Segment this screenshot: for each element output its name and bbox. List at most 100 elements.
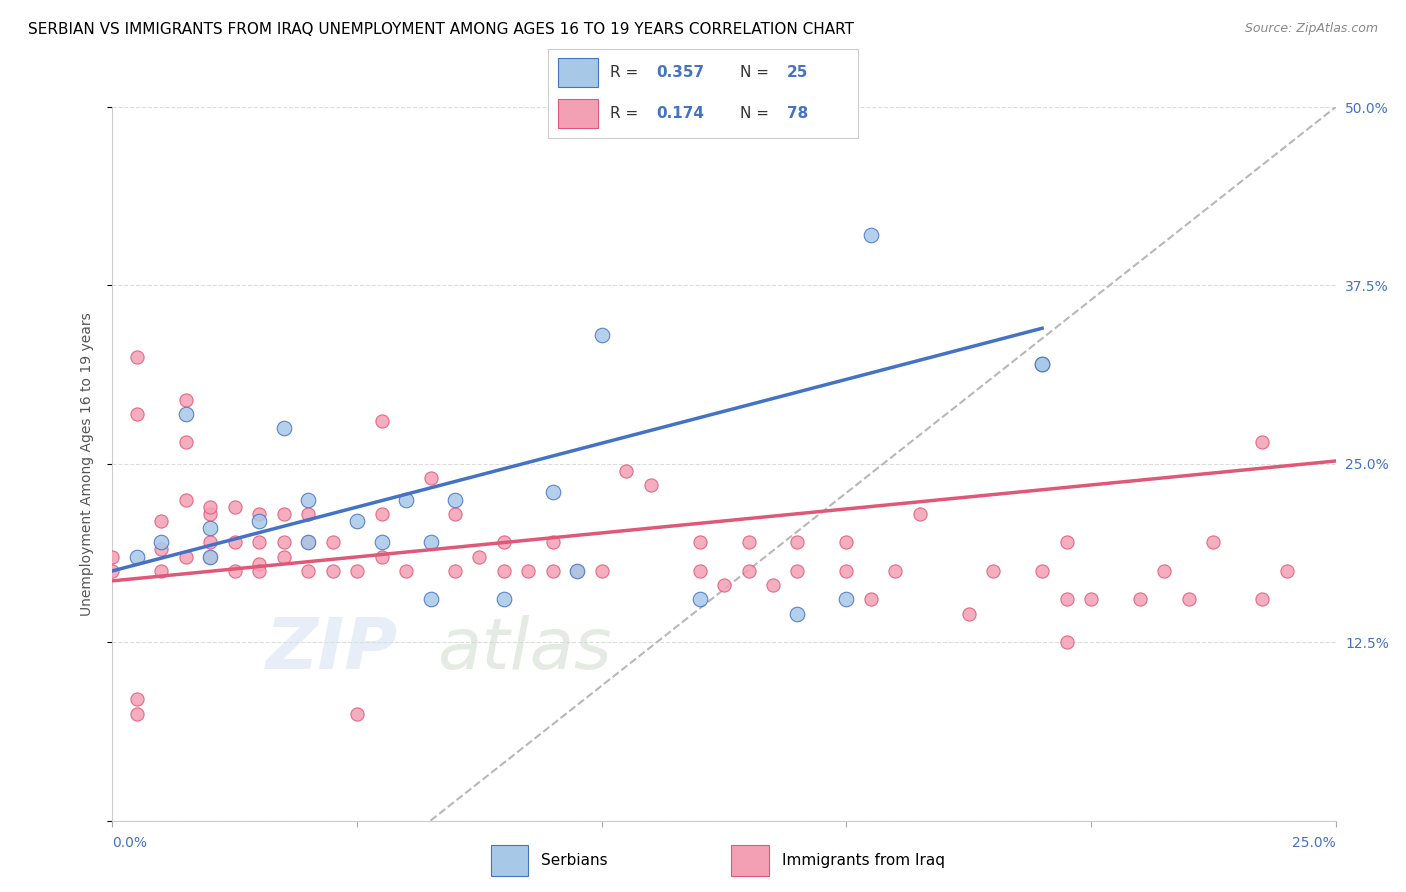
Point bbox=[101, 549, 124, 564]
Point bbox=[689, 535, 711, 549]
Point bbox=[1251, 435, 1274, 450]
Point bbox=[200, 549, 222, 564]
Point bbox=[614, 464, 637, 478]
Text: N =: N = bbox=[740, 65, 773, 79]
Point bbox=[419, 535, 441, 549]
Point bbox=[1129, 592, 1152, 607]
Text: ZIP: ZIP bbox=[266, 615, 398, 684]
Point bbox=[591, 564, 613, 578]
Point bbox=[395, 564, 418, 578]
Point bbox=[444, 564, 467, 578]
Point bbox=[174, 549, 197, 564]
Bar bbox=[558, 58, 598, 87]
Point bbox=[786, 535, 808, 549]
Point bbox=[370, 507, 392, 521]
Point bbox=[297, 507, 319, 521]
Point bbox=[322, 535, 344, 549]
Point bbox=[737, 564, 759, 578]
Y-axis label: Unemployment Among Ages 16 to 19 years: Unemployment Among Ages 16 to 19 years bbox=[80, 312, 94, 615]
Point bbox=[786, 564, 808, 578]
Point bbox=[957, 607, 980, 621]
Point bbox=[125, 549, 148, 564]
Point bbox=[1153, 564, 1175, 578]
Text: 0.0%: 0.0% bbox=[112, 836, 148, 850]
Point bbox=[1056, 535, 1078, 549]
Point bbox=[567, 564, 589, 578]
Point bbox=[492, 592, 515, 607]
Point bbox=[273, 421, 295, 435]
Point bbox=[492, 535, 515, 549]
Point bbox=[247, 507, 270, 521]
Point bbox=[125, 692, 148, 706]
Text: 0.174: 0.174 bbox=[657, 106, 704, 120]
Point bbox=[640, 478, 662, 492]
Point bbox=[737, 535, 759, 549]
Point bbox=[224, 564, 246, 578]
Point bbox=[444, 507, 467, 521]
Point bbox=[370, 414, 392, 428]
Point bbox=[247, 564, 270, 578]
Point bbox=[200, 507, 222, 521]
Point bbox=[419, 471, 441, 485]
Point bbox=[1275, 564, 1298, 578]
Point bbox=[859, 228, 882, 243]
Point bbox=[224, 500, 246, 514]
Point bbox=[247, 514, 270, 528]
Point bbox=[273, 535, 295, 549]
Point bbox=[174, 407, 197, 421]
Point bbox=[297, 492, 319, 507]
Point bbox=[395, 492, 418, 507]
Point bbox=[786, 607, 808, 621]
Point bbox=[859, 592, 882, 607]
Point bbox=[297, 564, 319, 578]
Point bbox=[1056, 592, 1078, 607]
Text: R =: R = bbox=[610, 106, 644, 120]
Point bbox=[125, 706, 148, 721]
Point bbox=[297, 535, 319, 549]
Point bbox=[419, 592, 441, 607]
Point bbox=[541, 564, 564, 578]
Bar bbox=[491, 846, 529, 876]
Point bbox=[835, 535, 858, 549]
Point bbox=[1251, 592, 1274, 607]
Text: 78: 78 bbox=[786, 106, 808, 120]
Point bbox=[884, 564, 907, 578]
Point bbox=[322, 564, 344, 578]
Point bbox=[908, 507, 931, 521]
Point bbox=[1031, 357, 1053, 371]
Bar bbox=[731, 846, 769, 876]
Point bbox=[517, 564, 540, 578]
Point bbox=[247, 535, 270, 549]
Point bbox=[150, 514, 173, 528]
Point bbox=[1031, 564, 1053, 578]
Point bbox=[150, 564, 173, 578]
Point bbox=[224, 535, 246, 549]
Point bbox=[150, 535, 173, 549]
Point bbox=[1031, 357, 1053, 371]
Point bbox=[125, 350, 148, 364]
Text: Serbians: Serbians bbox=[541, 854, 607, 868]
Point bbox=[273, 507, 295, 521]
Text: 0.357: 0.357 bbox=[657, 65, 704, 79]
Point bbox=[468, 549, 491, 564]
Point bbox=[689, 564, 711, 578]
Point bbox=[835, 592, 858, 607]
Point bbox=[174, 492, 197, 507]
Point bbox=[297, 535, 319, 549]
Point bbox=[689, 592, 711, 607]
Text: R =: R = bbox=[610, 65, 644, 79]
Text: Immigrants from Iraq: Immigrants from Iraq bbox=[782, 854, 945, 868]
Text: atlas: atlas bbox=[437, 615, 612, 684]
Point bbox=[101, 564, 124, 578]
Text: Source: ZipAtlas.com: Source: ZipAtlas.com bbox=[1244, 22, 1378, 36]
Point bbox=[1178, 592, 1201, 607]
Point bbox=[1056, 635, 1078, 649]
Point bbox=[762, 578, 785, 592]
Point bbox=[273, 549, 295, 564]
Point bbox=[174, 435, 197, 450]
Point bbox=[541, 535, 564, 549]
Point bbox=[200, 535, 222, 549]
Point bbox=[247, 557, 270, 571]
Text: SERBIAN VS IMMIGRANTS FROM IRAQ UNEMPLOYMENT AMONG AGES 16 TO 19 YEARS CORRELATI: SERBIAN VS IMMIGRANTS FROM IRAQ UNEMPLOY… bbox=[28, 22, 853, 37]
Point bbox=[346, 564, 368, 578]
